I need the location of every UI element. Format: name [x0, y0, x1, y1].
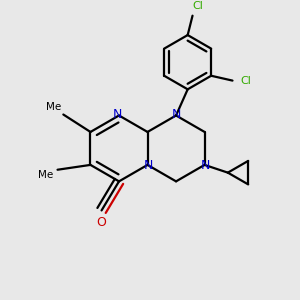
Text: Me: Me [38, 169, 53, 180]
Text: Cl: Cl [192, 1, 203, 11]
Text: O: O [97, 216, 106, 229]
Text: N: N [144, 159, 153, 172]
Text: N: N [201, 159, 210, 172]
Text: Cl: Cl [241, 76, 251, 85]
Text: N: N [112, 108, 122, 121]
Text: Me: Me [46, 102, 61, 112]
Text: N: N [171, 108, 181, 121]
